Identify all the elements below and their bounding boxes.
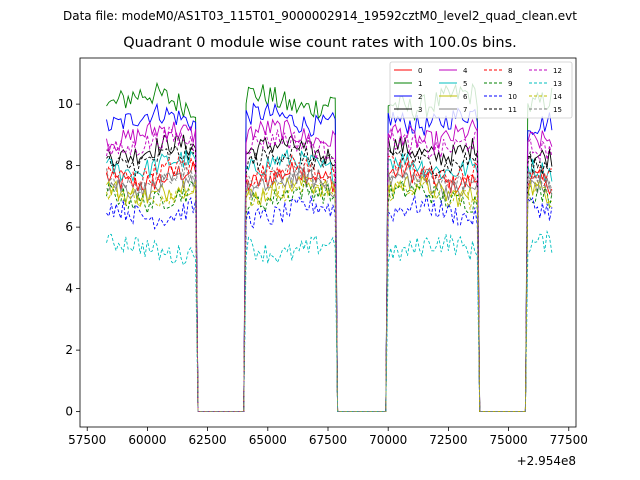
y-tick-label: 4	[65, 282, 73, 296]
legend-label-9: 9	[508, 80, 512, 88]
y-tick-label: 2	[65, 343, 73, 357]
y-tick-label: 8	[65, 159, 73, 173]
legend-label-4: 4	[463, 67, 468, 75]
legend-box	[389, 61, 573, 119]
series-line-10	[106, 195, 553, 413]
series-line-14	[106, 176, 553, 413]
series-layer	[106, 81, 553, 413]
legend-label-11: 11	[508, 106, 517, 114]
legend-label-6: 6	[463, 93, 468, 101]
axis-ticks: 57500 60000 62500 65000 67500 70000 72500 75000…	[58, 97, 588, 447]
x-tick-label: 65000	[249, 433, 287, 447]
x-tick-label: 72500	[429, 433, 467, 447]
legend-label-12: 12	[553, 67, 562, 75]
series-line-13	[106, 229, 553, 413]
legend-label-1: 1	[418, 80, 422, 88]
y-tick-label: 6	[65, 220, 73, 234]
series-line-1	[106, 81, 553, 413]
series-line-11	[106, 143, 553, 413]
x-tick-label: 75000	[489, 433, 527, 447]
x-tick-label: 60000	[128, 433, 166, 447]
series-line-3	[106, 133, 553, 413]
x-tick-label: 70000	[369, 433, 407, 447]
legend-label-14: 14	[553, 93, 562, 101]
legend-label-5: 5	[463, 80, 467, 88]
y-tick-label: 0	[65, 405, 73, 419]
series-line-9	[106, 180, 553, 413]
legend-label-10: 10	[508, 93, 517, 101]
legend-label-15: 15	[553, 106, 562, 114]
data-file-header: Data file: modeM0/AS1T03_115T01_90000029…	[63, 9, 577, 23]
x-tick-label: 77500	[550, 433, 588, 447]
y-tick-label: 10	[58, 97, 73, 111]
series-line-15	[106, 160, 553, 413]
legend-label-3: 3	[418, 106, 422, 114]
chart-title: Quadrant 0 module wise count rates with …	[123, 35, 517, 51]
x-offset-label: +2.954e8	[517, 454, 576, 468]
legend-label-2: 2	[418, 93, 422, 101]
series-line-7	[106, 166, 553, 413]
x-tick-label: 67500	[309, 433, 347, 447]
legend-label-0: 0	[418, 67, 422, 75]
legend-label-13: 13	[553, 80, 562, 88]
legend-label-7: 7	[463, 106, 467, 114]
x-tick-label: 57500	[68, 433, 106, 447]
legend-label-8: 8	[508, 67, 512, 75]
x-tick-label: 62500	[189, 433, 227, 447]
series-line-12	[106, 126, 553, 413]
